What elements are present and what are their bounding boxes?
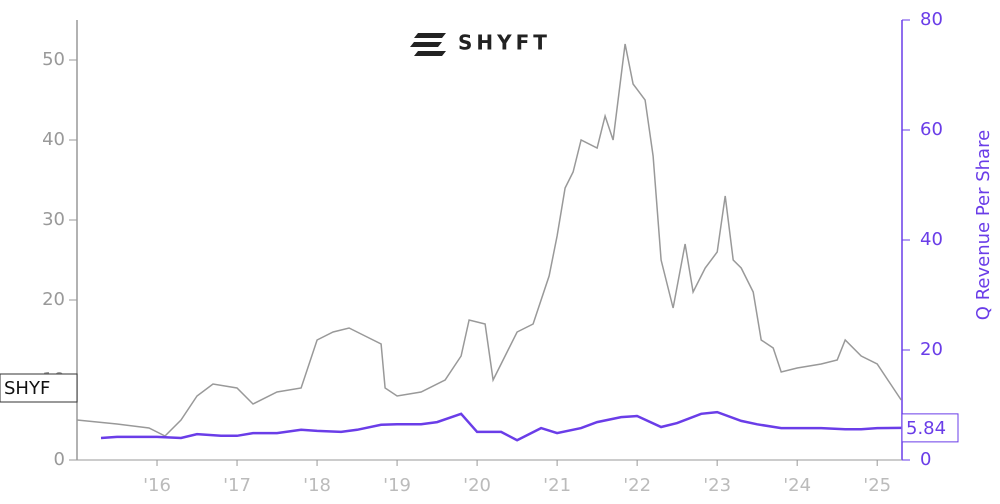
- y2-axis-label: Q Revenue Per Share: [973, 130, 994, 320]
- logo: SHYFT: [410, 31, 551, 56]
- y2-tick-label: 60: [920, 119, 943, 140]
- y-tick-label: 0: [54, 449, 65, 470]
- x-tick-label: '17: [223, 475, 251, 496]
- series-name: SHYF: [4, 378, 50, 399]
- last-value-box: [901, 413, 959, 443]
- series-line: [76, 43, 902, 437]
- x-tick-label: '23: [703, 475, 731, 496]
- y2-tick-label: 80: [920, 9, 943, 30]
- y-tick-label: 20: [42, 289, 65, 310]
- logo-icon: [410, 33, 446, 56]
- x-tick-label: '25: [863, 475, 891, 496]
- y2-tick-label: 0: [920, 449, 931, 470]
- x-tick-label: '22: [623, 475, 651, 496]
- y-tick-label: 40: [42, 129, 65, 150]
- logo-text: SHYFT: [458, 31, 551, 55]
- x-tick-label: '24: [783, 475, 811, 496]
- y-tick-label: 50: [42, 49, 65, 70]
- y2-tick-label: 20: [920, 339, 943, 360]
- y-tick-label: 30: [42, 209, 65, 230]
- series-line: [100, 410, 902, 442]
- y2-tick-label: 40: [920, 229, 943, 250]
- x-tick-label: '21: [543, 475, 571, 496]
- x-tick-label: '18: [303, 475, 331, 496]
- x-tick-label: '19: [383, 475, 411, 496]
- last-value-label: 5.84: [906, 418, 946, 439]
- series-name-box: [0, 373, 78, 403]
- x-tick-label: '16: [143, 475, 171, 496]
- x-tick-label: '20: [463, 475, 491, 496]
